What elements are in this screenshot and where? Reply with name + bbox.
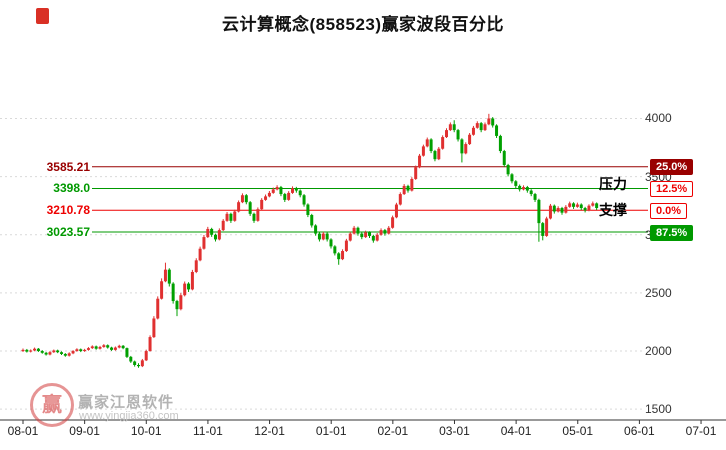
y-tick-label: 2500 [645, 285, 672, 300]
candles [21, 113, 599, 368]
x-tick-label: 05-01 [562, 424, 594, 438]
level-percent-tag: 25.0% [650, 159, 694, 176]
watermark-url: www.yingjia360.com [79, 410, 179, 422]
x-tick-label: 03-01 [439, 424, 470, 438]
x-tick-label: 04-01 [500, 424, 532, 438]
support-label: 支撑 [599, 202, 627, 218]
level-price-label: 3023.57 [46, 225, 90, 240]
x-tick-label: 08-01 [7, 424, 39, 438]
x-tick-label: 01-01 [315, 424, 347, 438]
level-price-label: 3398.0 [53, 181, 90, 196]
app-badge-icon [36, 8, 49, 24]
gridlines [0, 117, 642, 410]
watermark-brand: 赢家江恩软件 [78, 394, 175, 411]
watermark-logo-icon: 赢 [30, 383, 74, 427]
x-tick-label: 10-01 [130, 424, 162, 438]
y-tick-label: 2000 [645, 344, 672, 359]
level-price-label: 3585.21 [46, 159, 90, 174]
y-tick-label: 4000 [645, 111, 672, 126]
x-tick-label: 02-01 [377, 424, 409, 438]
level-percent-tag: 0.0% [650, 202, 688, 219]
x-tick-label: 11-01 [193, 424, 223, 438]
x-tick-label: 07-01 [685, 424, 717, 438]
x-axis [0, 419, 726, 424]
x-tick-label: 06-01 [624, 424, 655, 438]
x-tick-label: 09-01 [69, 424, 100, 438]
resistance-label: 压力 [599, 176, 627, 192]
level-percent-tag: 12.5% [650, 180, 694, 197]
watermark: 赢 赢家江恩软件 www.yingjia360.com [24, 381, 284, 429]
level-percent-tag: 87.5% [650, 224, 694, 241]
level-price-label: 3210.78 [46, 203, 90, 218]
y-tick-label: 1500 [645, 402, 672, 417]
chart-title: 云计算概念(858523)赢家波段百分比 [221, 15, 505, 34]
x-tick-label: 12-01 [254, 424, 285, 438]
